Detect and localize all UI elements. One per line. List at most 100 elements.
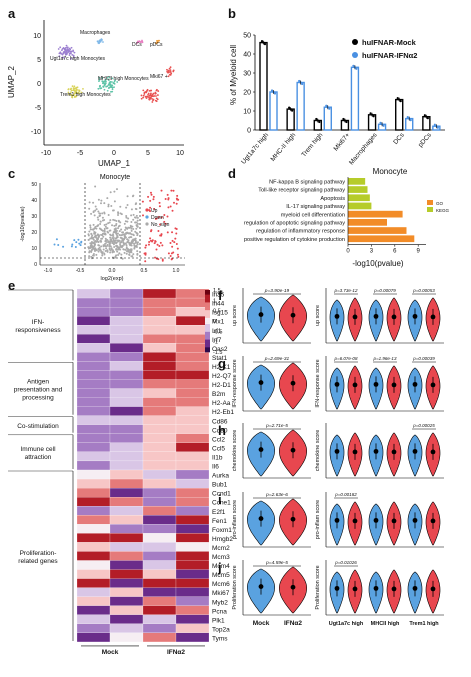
heatmap-cell [109, 542, 144, 552]
volcano-point-up [154, 217, 157, 220]
volcano-point-nosign [124, 242, 127, 245]
volcano-point-nosign [123, 222, 126, 225]
bar-b-point [426, 117, 429, 120]
heatmap-cell [142, 578, 177, 588]
heatmap-cell [109, 596, 144, 606]
volcano-point-nosign [118, 252, 121, 255]
heatmap-cell [175, 397, 210, 407]
heatmap-cell [142, 596, 177, 606]
volcano-point-up [177, 255, 180, 258]
volcano-point-nosign [119, 236, 122, 239]
umap-cell-point [112, 82, 115, 84]
volcano-point-nosign [120, 213, 123, 216]
volcano-point-nosign [113, 190, 116, 193]
umap-cell-point [103, 88, 106, 91]
heatmap-cell [142, 632, 177, 643]
volcano-point-nosign [107, 241, 110, 244]
volcano-point-nosign [104, 240, 107, 243]
colorbar-segment [205, 316, 210, 319]
volcano-point-nosign [88, 255, 91, 258]
umap-cell-point [157, 94, 159, 96]
violin-ylabel-right: chemokine score [315, 430, 321, 472]
volcano-point-nosign [111, 224, 114, 227]
heatmap-cell [76, 352, 111, 362]
umap-cell-point [154, 91, 157, 94]
volcano-point-nosign [128, 232, 131, 235]
umap-cell-point [64, 51, 67, 54]
volcano-point-nosign [106, 238, 109, 241]
heatmap-cell [175, 587, 210, 597]
volcano-ytick: 20 [31, 230, 37, 236]
volcano-point-up [161, 244, 164, 247]
volcano-point-nosign [124, 220, 127, 223]
violin-xlabel-subset: Trem1 high [409, 621, 439, 627]
umap-scatter [57, 38, 175, 103]
umap-cell-point [62, 46, 65, 49]
volcano-point-nosign [125, 232, 128, 235]
heatmap-cell [175, 334, 210, 344]
volcano-point-nosign [87, 246, 90, 249]
volcano-point-down [73, 239, 76, 242]
umap-cell-point [106, 77, 109, 79]
volcano-point-up [171, 231, 174, 234]
violin-median [352, 382, 358, 388]
umap-cell-point [143, 91, 146, 94]
volcano-point-nosign [124, 229, 127, 232]
pathway-bar [348, 202, 372, 210]
heatmap-cell [175, 506, 210, 516]
volcano-point-nosign [136, 241, 139, 244]
umap-xtick: 5 [146, 150, 150, 157]
umap-cell-point [169, 66, 172, 69]
umap-cell-point [70, 57, 73, 60]
umap-cell-point [104, 79, 107, 82]
volcano-point-nosign [99, 202, 102, 205]
umap-cell-point [82, 87, 84, 90]
volcano-point-nosign [100, 245, 103, 248]
umap-label-mhc: MHCII high Monocytes [98, 76, 149, 82]
volcano-point-nosign [125, 206, 128, 209]
bar-b-ytick: 40 [243, 52, 251, 59]
violin-pvalue-right: p=0.01026 [334, 560, 357, 565]
volcano-point-nosign [87, 238, 90, 241]
volcano-point-nosign [109, 240, 112, 243]
volcano-point-nosign [130, 255, 133, 258]
volcano-point-nosign [103, 202, 106, 205]
volcano-point-up [147, 195, 150, 198]
umap-cell-point [98, 85, 101, 88]
colorbar-segment [205, 345, 210, 348]
volcano-point-nosign [104, 249, 107, 252]
umap-cell-point [152, 95, 155, 98]
volcano-point-up [154, 256, 157, 259]
volcano-point-up [176, 253, 179, 256]
violin-median [334, 517, 340, 523]
volcano-point-nosign [122, 248, 125, 251]
volcano-point-nosign [117, 214, 120, 217]
legend-swatch-mock [352, 39, 358, 45]
volcano-point-nosign [133, 216, 136, 219]
bar-b-point [409, 119, 412, 122]
volcano-point-nosign [122, 242, 125, 245]
heatmap-gene-label: Mki67 [212, 590, 230, 597]
umap-cell-point [69, 93, 72, 96]
umap-cell-point [67, 51, 69, 54]
volcano-point-up [158, 205, 161, 208]
heatmap-cell [109, 343, 144, 353]
pathway-xtick: 6 [393, 249, 397, 255]
umap-ylabel: UMAP_2 [7, 65, 16, 98]
umap-cell-point [157, 90, 160, 92]
heatmap-cell [76, 297, 111, 308]
colorbar-segment [205, 297, 210, 300]
panel-f-label: f [218, 288, 223, 303]
volcano-point-nosign [120, 234, 123, 237]
volcano-xtick: -0.5 [76, 268, 85, 274]
umap-cell-point [100, 38, 103, 41]
volcano-point-nosign [94, 239, 97, 242]
bar-b-xtick: Macrophages [348, 131, 379, 166]
heatmap-gene-label: Tyms [212, 635, 228, 642]
volcano-point-nosign [123, 251, 126, 254]
umap-ytick: -10 [31, 129, 41, 136]
umap-cell-point [106, 89, 109, 92]
volcano-point-nosign [107, 205, 110, 208]
bar-b-ytick: 20 [243, 90, 251, 97]
volcano-y-ticks: 0 10 20 30 40 50 [31, 182, 37, 268]
